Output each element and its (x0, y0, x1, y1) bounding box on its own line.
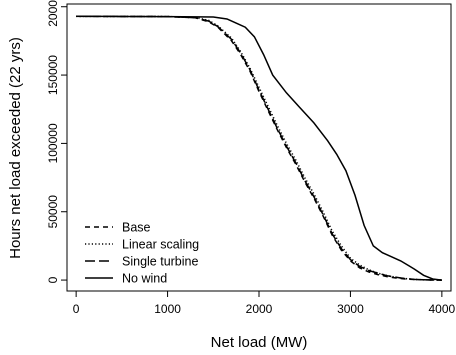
y-tick-label: 50000 (46, 195, 60, 229)
legend-label: Single turbine (122, 255, 198, 269)
x-tick-label: 4000 (429, 302, 456, 316)
y-tick-label: 150000 (46, 55, 60, 95)
series-line-no-wind (76, 15, 442, 281)
series-line-base (76, 15, 442, 281)
x-axis-title: Net load (MW) (211, 334, 308, 351)
y-tick-label: 100000 (46, 123, 60, 163)
legend: Base Linear scaling Single turbine No wind (85, 221, 199, 286)
x-tick-label: 1000 (154, 302, 181, 316)
x-tick-label: 0 (73, 302, 80, 316)
y-tick-label: 0 (46, 276, 60, 283)
legend-label: Base (122, 221, 151, 235)
x-tick-label: 2000 (246, 302, 273, 316)
y-axis: 0 50000 100000 150000 200000 (46, 0, 67, 283)
series-layer (76, 15, 442, 281)
y-tick-label: 200000 (46, 0, 60, 27)
series-line-single-turbine (76, 15, 442, 281)
legend-label: No wind (122, 272, 167, 286)
legend-label: Linear scaling (122, 238, 199, 252)
x-tick-label: 3000 (337, 302, 364, 316)
x-axis: 0 1000 2000 3000 4000 (73, 291, 456, 316)
y-axis-title: Hours net load exceeded (22 yrs) (7, 37, 24, 259)
